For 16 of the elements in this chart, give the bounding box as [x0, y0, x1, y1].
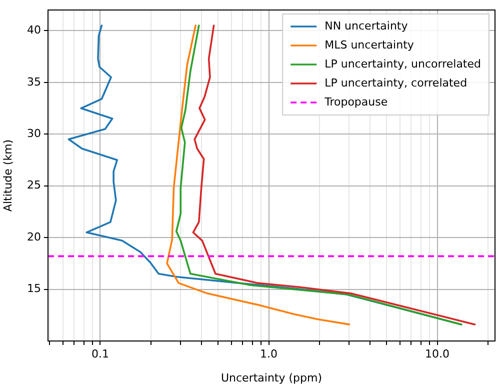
legend-label: NN uncertainty — [324, 19, 408, 32]
x-axis-title: Uncertainty (ppm) — [220, 371, 322, 384]
y-tick-label: 30 — [27, 126, 41, 140]
x-tick-label: 1.0 — [260, 347, 278, 360]
x-tick-label: 0.1 — [91, 347, 109, 360]
y-tick-label: 35 — [27, 75, 41, 88]
legend-label: LP uncertainty, uncorrelated — [324, 57, 482, 70]
legend-label: MLS uncertainty — [324, 38, 414, 52]
y-tick-label: 20 — [27, 230, 41, 244]
legend-label: Tropopause — [324, 95, 388, 108]
y-tick-label: 15 — [27, 282, 41, 296]
y-tick-label: 25 — [27, 178, 41, 192]
legend-label: LP uncertainty, correlated — [324, 76, 468, 90]
y-axis-title: Altitude (km) — [1, 139, 14, 212]
x-tick-label: 10.0 — [425, 347, 450, 360]
y-tick-label: 40 — [27, 24, 41, 37]
